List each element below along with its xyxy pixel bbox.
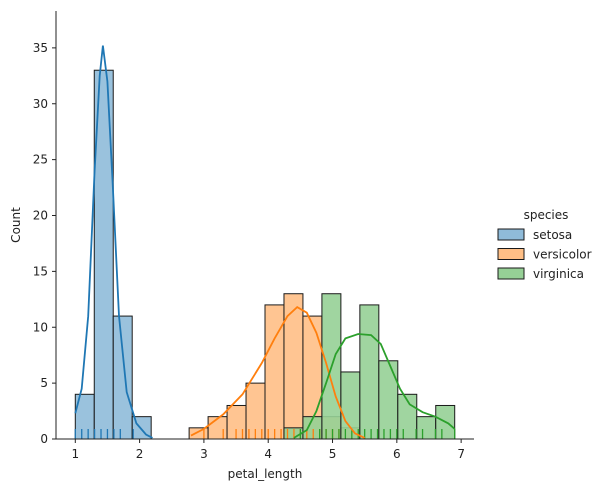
y-tick-label: 25: [33, 153, 48, 167]
kde-line-setosa: [74, 45, 153, 439]
ticks-layer: 1 2 3 4 5 6 7 0 5 10 15 20 25 30 35: [33, 41, 465, 461]
y-axis-label: Count: [9, 207, 23, 243]
bar-virginica: [416, 416, 437, 440]
bar-versicolor: [207, 416, 228, 440]
legend-label-setosa: setosa: [533, 228, 572, 242]
bar-versicolor: [188, 427, 209, 440]
x-tick-label: 3: [200, 447, 208, 461]
x-tick-label: 5: [329, 447, 337, 461]
bar-versicolor: [264, 304, 285, 440]
x-tick-label: 7: [457, 447, 465, 461]
axes-layer: [55, 11, 474, 440]
kde-layer: [74, 45, 456, 439]
bar-virginica: [340, 371, 361, 440]
y-tick-label: 5: [40, 376, 48, 390]
kde-line-virginica: [293, 333, 456, 439]
x-tick-label: 2: [136, 447, 144, 461]
y-tick-label: 0: [40, 432, 48, 446]
y-tick-label: 20: [33, 209, 48, 223]
bars-layer: [74, 69, 456, 440]
x-tick-label: 6: [393, 447, 401, 461]
legend-label-virginica: virginica: [533, 267, 584, 281]
legend-swatch-virginica: [497, 267, 525, 280]
legend: species setosa versicolor virginica: [497, 208, 592, 281]
legend-swatch-setosa: [497, 228, 525, 241]
kde-line-versicolor: [190, 305, 366, 439]
y-tick-label: 35: [33, 41, 48, 55]
legend-swatch-versicolor: [497, 248, 525, 260]
bar-virginica: [359, 304, 380, 440]
legend-label-versicolor: versicolor: [533, 248, 592, 262]
x-tick-label: 1: [71, 447, 79, 461]
y-tick-label: 15: [33, 264, 48, 278]
bar-virginica: [378, 360, 399, 440]
legend-title: species: [524, 208, 569, 222]
y-tick-label: 30: [33, 97, 48, 111]
x-axis-label: petal_length: [228, 467, 303, 481]
y-tick-label: 10: [33, 320, 48, 334]
bar-setosa: [112, 315, 133, 440]
x-tick-label: 4: [264, 447, 272, 461]
